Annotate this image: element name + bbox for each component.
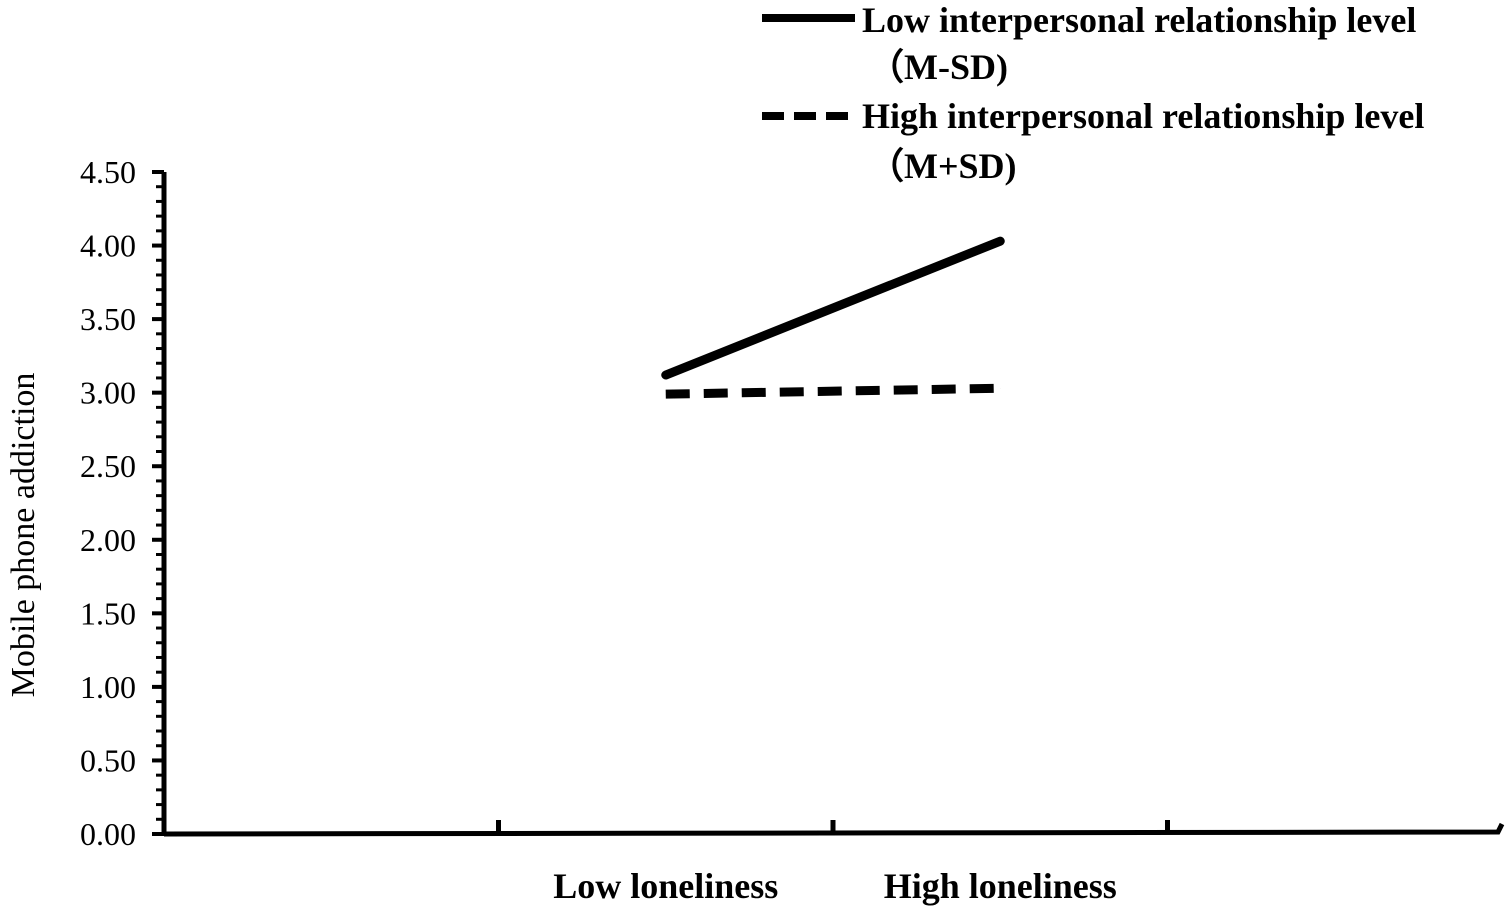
legend-label-high: High interpersonal relationship level: [862, 96, 1424, 136]
legend-label-low-sub: （M-SD): [868, 47, 1008, 87]
legend: Low interpersonal relationship level （M-…: [762, 0, 1424, 186]
y-tick-label: 1.00: [80, 669, 136, 705]
x-axis-line: [163, 822, 1505, 837]
legend-label-high-sub: （M+SD): [868, 146, 1017, 186]
y-tick-label: 1.50: [80, 595, 136, 631]
x-category-label: High loneliness: [884, 866, 1117, 906]
series-layer: [661, 236, 1005, 399]
series-line-high: [665, 383, 1001, 399]
x-category-label: Low loneliness: [553, 866, 778, 906]
y-tick-label: 4.00: [80, 228, 136, 264]
series-line-low: [661, 236, 1005, 380]
y-tick-label: 0.50: [80, 742, 136, 778]
y-tick-label: 3.50: [80, 301, 136, 337]
y-axis: 0.00 0.50 1.00 1.50 2.00 2.50 3.00 3.50 4.00 4.50: [80, 154, 167, 852]
y-axis-title: Mobile phone addiction: [5, 373, 42, 698]
y-tick-label: 2.50: [80, 448, 136, 484]
y-tick-label: 2.00: [80, 522, 136, 558]
y-tick-label: 3.00: [80, 375, 136, 411]
legend-label-low: Low interpersonal relationship level: [862, 0, 1416, 40]
x-axis: Low loneliness High loneliness: [163, 820, 1505, 906]
y-tick-label: 4.50: [80, 154, 136, 190]
y-tick-label: 0.00: [80, 816, 136, 852]
